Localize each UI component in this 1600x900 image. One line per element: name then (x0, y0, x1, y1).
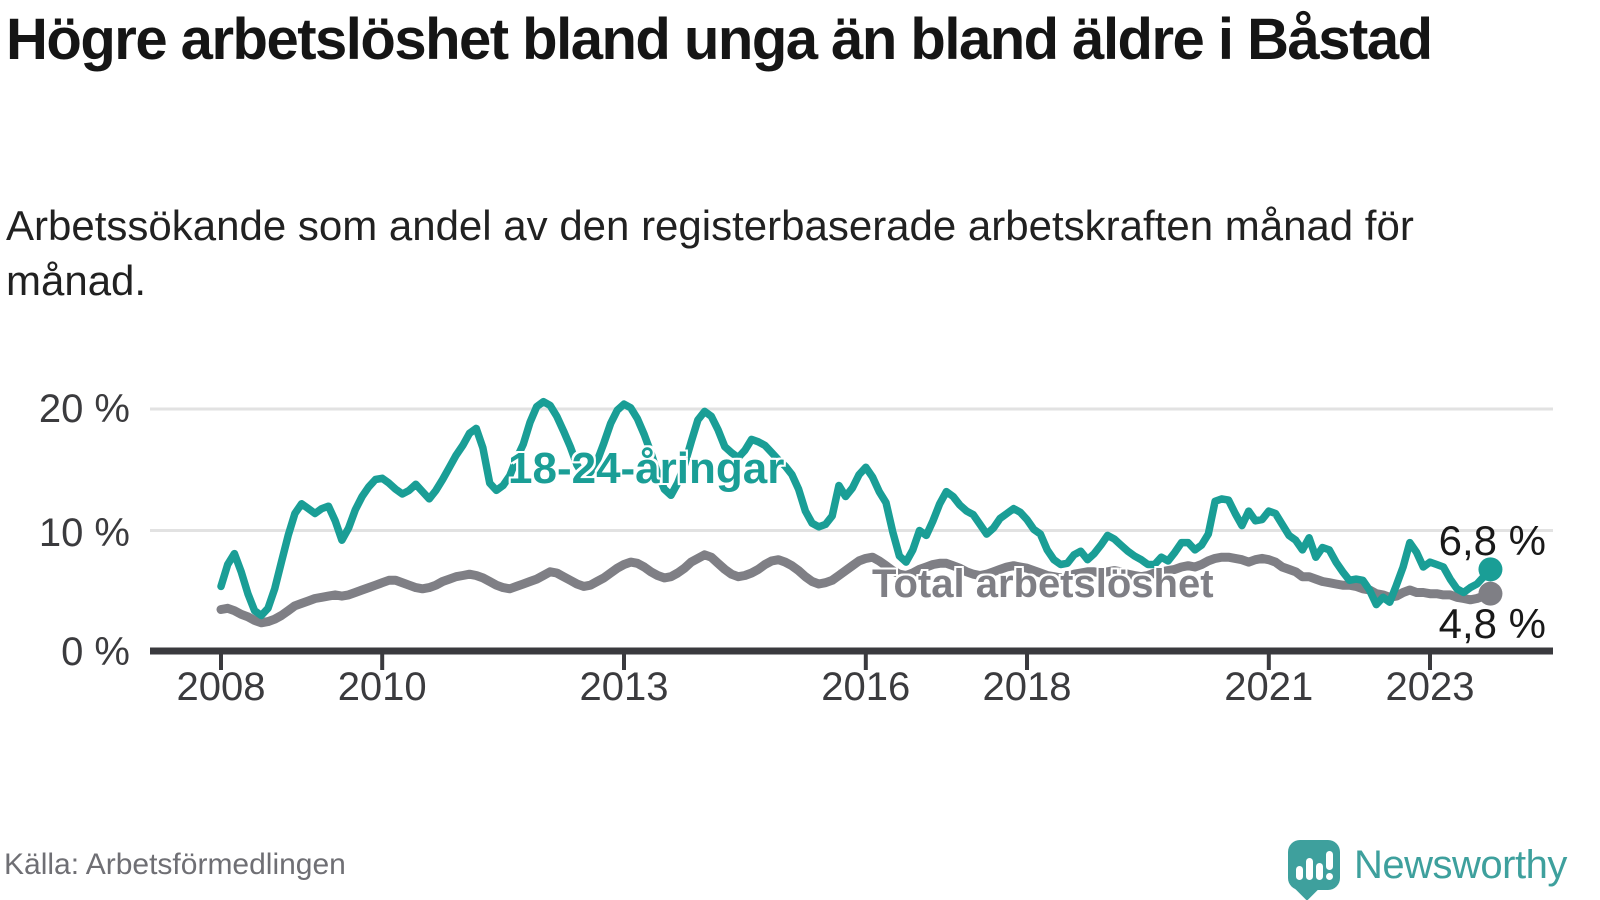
end-value-label-total: 4,8 % (1438, 600, 1546, 647)
chart-title: Högre arbetslöshet bland unga än bland ä… (6, 7, 1433, 72)
series-end-dot-total (1478, 581, 1503, 606)
logo-exclamation-icon (1326, 851, 1333, 870)
source-note: Källa: Arbetsförmedlingen (4, 848, 346, 881)
series-end-dot-youth (1478, 557, 1503, 582)
newsworthy-logo-icon (1288, 840, 1340, 900)
brand-name: Newsworthy (1354, 842, 1567, 887)
x-axis-tick-label-2018: 2018 (982, 665, 1072, 709)
series-label-total: Total arbetslöshet (872, 562, 1214, 606)
end-value-label-youth: 6,8 % (1438, 517, 1546, 564)
logo-bar-icon (1316, 863, 1323, 880)
x-axis-tick-label-2016: 2016 (821, 665, 911, 709)
branding: Newsworthy (1288, 836, 1567, 900)
x-axis-tick-label-2023: 2023 (1385, 665, 1475, 709)
y-axis-tick-label-20: 20 % (38, 387, 130, 431)
logo-bar-icon (1306, 858, 1313, 880)
x-axis-tick-label-2010: 2010 (337, 665, 427, 709)
x-axis-tick-label-2008: 2008 (176, 665, 266, 709)
x-axis-tick-label-2021: 2021 (1224, 665, 1314, 709)
y-axis-tick-label-10: 10 % (38, 511, 130, 555)
series-label-youth: 18-24-åringar (508, 444, 785, 493)
series-line-youth (217, 397, 1495, 620)
series-line-total (216, 550, 1495, 628)
chart-subtitle: Arbetssökande som andel av den registerb… (6, 202, 1414, 305)
logo-exclamation-dot-icon (1326, 873, 1333, 880)
y-axis-tick-label-0: 0 % (61, 630, 130, 674)
x-axis-tick-label-2013: 2013 (579, 665, 669, 709)
logo-bar-icon (1296, 866, 1303, 880)
